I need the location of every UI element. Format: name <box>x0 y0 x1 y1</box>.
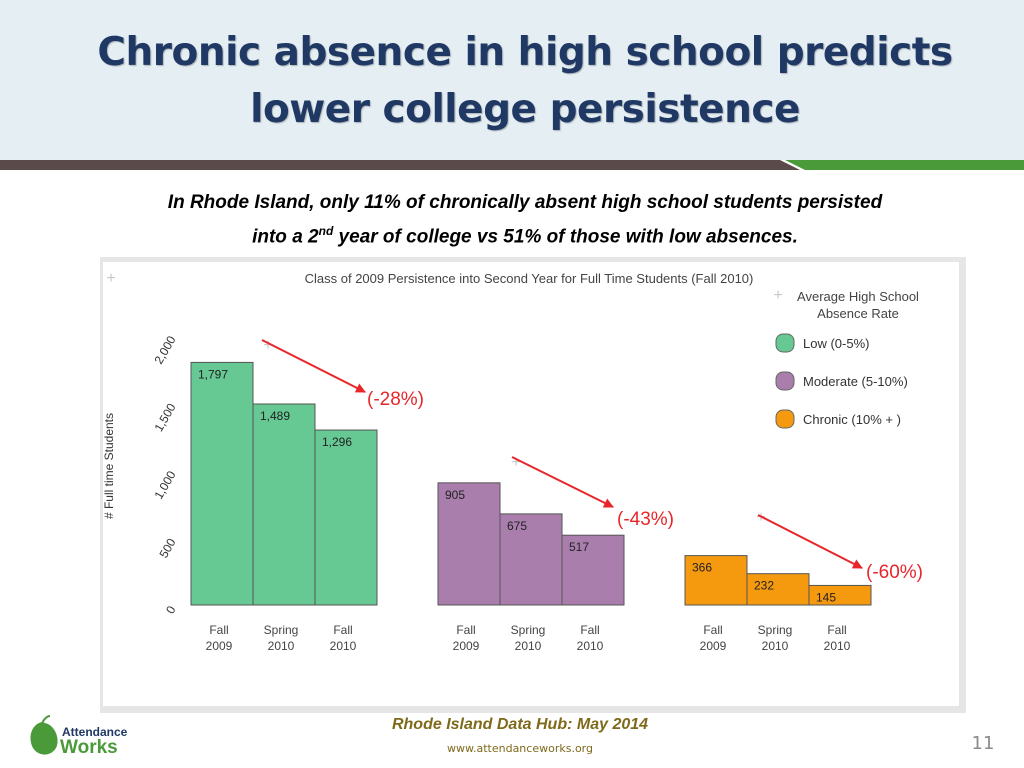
plus-marker-icon: + <box>511 454 520 471</box>
plus-marker-icon: + <box>773 287 782 304</box>
x-tick-label-line1: Spring <box>511 623 546 637</box>
change-arrow <box>757 514 863 569</box>
subtitle-line-2: into a 2nd year of college vs 51% of tho… <box>80 217 970 251</box>
bar-value-label: 905 <box>445 488 465 502</box>
y-tick-label: 2,000 <box>151 333 178 366</box>
change-arrow <box>511 456 614 508</box>
title-line-2: lower college persistence <box>250 87 800 132</box>
bar-value-label: 366 <box>692 561 712 575</box>
slide-subtitle: In Rhode Island, only 11% of chronically… <box>80 188 970 251</box>
bar-value-label: 232 <box>754 579 774 593</box>
x-tick-label-line2: 2009 <box>453 639 480 653</box>
chart-title: Class of 2009 Persistence into Second Ye… <box>305 271 754 286</box>
bar-2-0 <box>684 555 748 606</box>
x-tick-label-line2: 2010 <box>577 639 604 653</box>
x-tick-label-line1: Fall <box>209 623 228 637</box>
title-line-1: Chronic absence in high school predicts <box>97 30 953 75</box>
header-divider-band <box>0 160 1024 170</box>
change-label: (-43%) <box>617 509 674 530</box>
legend-item-label: Chronic (10% + ) <box>803 412 901 427</box>
x-tick-label-line1: Spring <box>264 623 299 637</box>
bar-0-2 <box>314 429 378 606</box>
x-tick-label-line2: 2010 <box>268 639 295 653</box>
legend-swatch <box>775 409 795 429</box>
bar-2-2 <box>808 584 872 606</box>
change-label: (-28%) <box>367 389 424 410</box>
legend-swatch <box>775 333 795 353</box>
y-tick-label: 1,500 <box>151 401 178 434</box>
legend-swatch <box>775 371 795 391</box>
bar-1-0 <box>437 482 501 606</box>
y-axis-label: # Full time Students <box>102 413 116 519</box>
x-tick-label-line1: Fall <box>703 623 722 637</box>
logo-text-attendance: Attendance <box>62 725 128 739</box>
footer-source: Rhode Island Data Hub: May 2014 <box>391 716 649 733</box>
change-label: (-60%) <box>866 562 923 583</box>
apple-stem-icon <box>41 715 51 725</box>
bar-1-1 <box>499 513 563 606</box>
subtitle-line-1: In Rhode Island, only 11% of chronically… <box>167 192 883 213</box>
divider-green-stripe <box>785 160 1024 170</box>
slide-header <box>0 0 1024 160</box>
bar-value-label: 145 <box>816 590 836 604</box>
subtitle-superscript: nd <box>318 224 334 238</box>
bar-value-label: 675 <box>507 519 527 533</box>
bar-value-label: 1,797 <box>198 367 228 381</box>
x-tick-label-line1: Spring <box>758 623 793 637</box>
y-tick-label: 1,000 <box>151 468 178 501</box>
x-tick-label-line2: 2009 <box>206 639 233 653</box>
x-tick-label-line1: Fall <box>456 623 475 637</box>
x-tick-label-line1: Fall <box>827 623 846 637</box>
legend-title-line2: Absence Rate <box>817 306 899 321</box>
apple-logo-icon <box>30 722 58 755</box>
bar-value-label: 1,296 <box>322 435 352 449</box>
x-tick-label-line1: Fall <box>333 623 352 637</box>
x-tick-label-line2: 2010 <box>515 639 542 653</box>
attendance-works-logo <box>30 715 58 755</box>
subtitle-text-a: into a 2 <box>252 226 319 248</box>
legend-title-line1: Average High School <box>797 289 919 304</box>
bar-value-label: 1,489 <box>260 409 290 423</box>
plus-marker-icon: + <box>263 337 272 354</box>
x-tick-label-line2: 2009 <box>700 639 727 653</box>
legend-item-label: Low (0-5%) <box>803 336 869 351</box>
y-tick-label: 0 <box>163 603 179 616</box>
x-tick-label-line2: 2010 <box>824 639 851 653</box>
x-tick-label-line2: 2010 <box>330 639 357 653</box>
bar-1-2 <box>561 534 625 606</box>
x-tick-label-line2: 2010 <box>762 639 789 653</box>
bar-0-0 <box>190 361 254 606</box>
plus-marker-icon: + <box>106 270 115 287</box>
y-tick-label: 500 <box>156 536 178 561</box>
slide-title: Chronic absence in high school predicts … <box>60 24 990 138</box>
divider-dark-stripe <box>0 160 800 170</box>
bar-0-1 <box>252 403 316 606</box>
footer-url[interactable]: www.attendanceworks.org <box>447 742 593 755</box>
logo-text-works: Works <box>60 737 118 758</box>
change-arrow <box>261 339 366 393</box>
subtitle-text-b: year of college vs 51% of those with low… <box>333 226 798 248</box>
bar-value-label: 517 <box>569 540 589 554</box>
x-tick-label-line1: Fall <box>580 623 599 637</box>
page-number: 11 <box>971 733 995 754</box>
legend-item-label: Moderate (5-10%) <box>803 374 908 389</box>
